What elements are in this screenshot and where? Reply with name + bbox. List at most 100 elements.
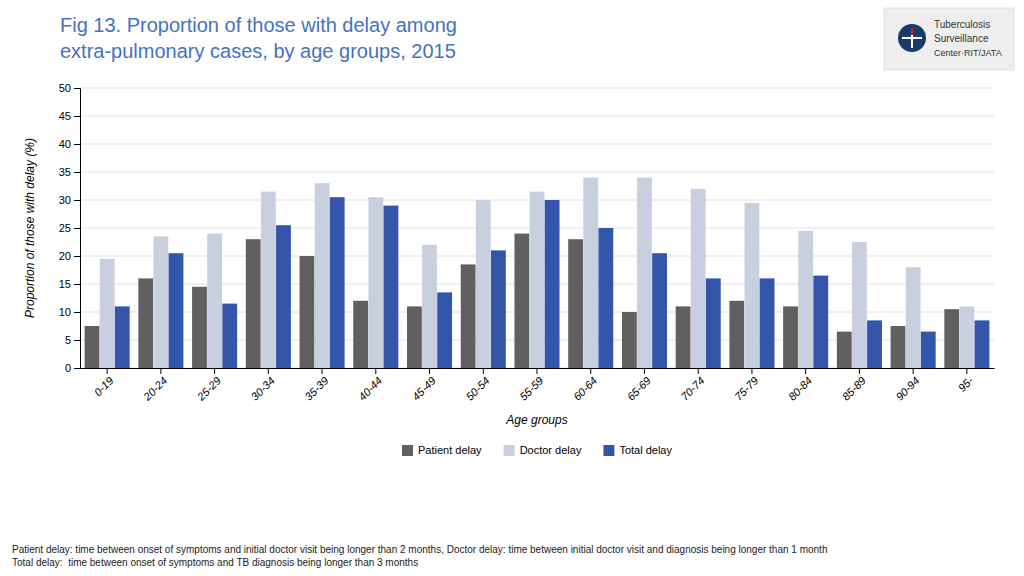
tick-label: 45-49	[410, 374, 438, 402]
tick-mark	[74, 284, 80, 285]
tick: 45	[59, 110, 80, 122]
bar	[476, 200, 491, 368]
bar	[906, 267, 921, 368]
tick: 45-49	[410, 368, 438, 403]
tick-mark	[268, 368, 269, 374]
logo-text: Center·RIT/JATA	[934, 48, 1002, 58]
bar	[706, 278, 721, 368]
tick: 40-44	[356, 368, 384, 403]
tick: 80-84	[786, 368, 814, 403]
bar	[598, 228, 613, 368]
logo-text: Surveillance	[934, 33, 989, 44]
tick-label: 15	[59, 278, 71, 290]
tick: 20-24	[140, 368, 169, 403]
bar	[798, 231, 813, 368]
tick-label: 25	[59, 222, 71, 234]
bar	[676, 306, 691, 368]
legend-item: Doctor delay	[504, 444, 582, 456]
bar	[222, 304, 237, 368]
tick: 25	[59, 222, 80, 234]
bar	[691, 189, 706, 368]
tick-label: 20-24	[140, 374, 169, 403]
bar	[852, 242, 867, 368]
chart: Fig 13. Proportion of those with delay a…	[0, 0, 1024, 576]
tick-mark	[375, 368, 376, 374]
bar	[491, 250, 506, 368]
tick: 35-39	[302, 368, 330, 403]
grid-line	[80, 144, 994, 145]
tick-mark	[74, 368, 80, 369]
bar	[85, 326, 100, 368]
bar	[330, 197, 345, 368]
tick-label: 80-84	[786, 374, 814, 402]
grid-line	[80, 88, 994, 89]
tick-mark	[74, 340, 80, 341]
bar	[153, 236, 168, 368]
bar	[315, 183, 330, 368]
tick-mark	[698, 368, 699, 374]
tick-mark	[537, 368, 538, 374]
logo-cross	[911, 28, 913, 35]
tick-mark	[859, 368, 860, 374]
tick: 50	[59, 82, 80, 94]
bar	[891, 326, 906, 368]
tick-label: 70-74	[678, 374, 706, 402]
tick-mark	[160, 368, 161, 374]
bar	[115, 306, 130, 368]
bar	[583, 178, 598, 368]
y-axis: 05101520253035404550	[59, 82, 81, 374]
logo-circle	[898, 24, 926, 52]
bar	[246, 239, 261, 368]
tick: 30-34	[249, 368, 277, 403]
bar	[622, 312, 637, 368]
tick-mark	[74, 228, 80, 229]
legend-swatch	[603, 445, 614, 456]
series	[100, 178, 975, 368]
grid-line	[80, 116, 994, 117]
x-axis-title: Age groups	[505, 413, 567, 427]
bar	[545, 200, 560, 368]
bar	[921, 332, 936, 368]
bar	[207, 234, 222, 368]
tick: 50-54	[463, 368, 491, 403]
tick-mark	[805, 368, 806, 374]
bar	[783, 306, 798, 368]
bar	[652, 253, 667, 368]
tick-label: 75-79	[732, 374, 760, 402]
bar	[944, 309, 959, 368]
tick-label: 40	[59, 138, 71, 150]
tick-label: 50-54	[463, 374, 491, 402]
tick-mark	[74, 88, 80, 89]
tick-label: 50	[59, 82, 71, 94]
tick-label: 25-29	[194, 374, 223, 403]
bar	[530, 192, 545, 368]
tick: 70-74	[678, 368, 706, 403]
bar	[813, 276, 828, 368]
tick-label: 90-94	[893, 374, 921, 402]
legend: Patient delayDoctor delayTotal delay	[402, 444, 672, 456]
tick-label: 35	[59, 166, 71, 178]
bar	[514, 234, 529, 368]
bar	[368, 197, 383, 368]
tick-label: 60-64	[571, 374, 599, 402]
tick-label: 65-69	[625, 374, 653, 402]
tick-label: 20	[59, 250, 71, 262]
series	[115, 197, 990, 368]
logo-box	[884, 8, 1014, 70]
tick-mark	[74, 256, 80, 257]
tick-mark	[107, 368, 108, 374]
tick-label: 0	[65, 362, 71, 374]
legend-label: Total delay	[619, 444, 672, 456]
bar	[407, 306, 422, 368]
bar	[300, 256, 315, 368]
bar	[384, 206, 399, 368]
bar	[192, 287, 207, 368]
tick: 95-	[956, 368, 976, 394]
tick-label: 0-19	[92, 374, 116, 398]
tick-label: 35-39	[302, 374, 330, 402]
tick-label: 40-44	[356, 374, 384, 402]
bar	[100, 259, 115, 368]
logo-cross	[902, 37, 922, 39]
tick-mark	[483, 368, 484, 374]
bars	[85, 178, 990, 368]
